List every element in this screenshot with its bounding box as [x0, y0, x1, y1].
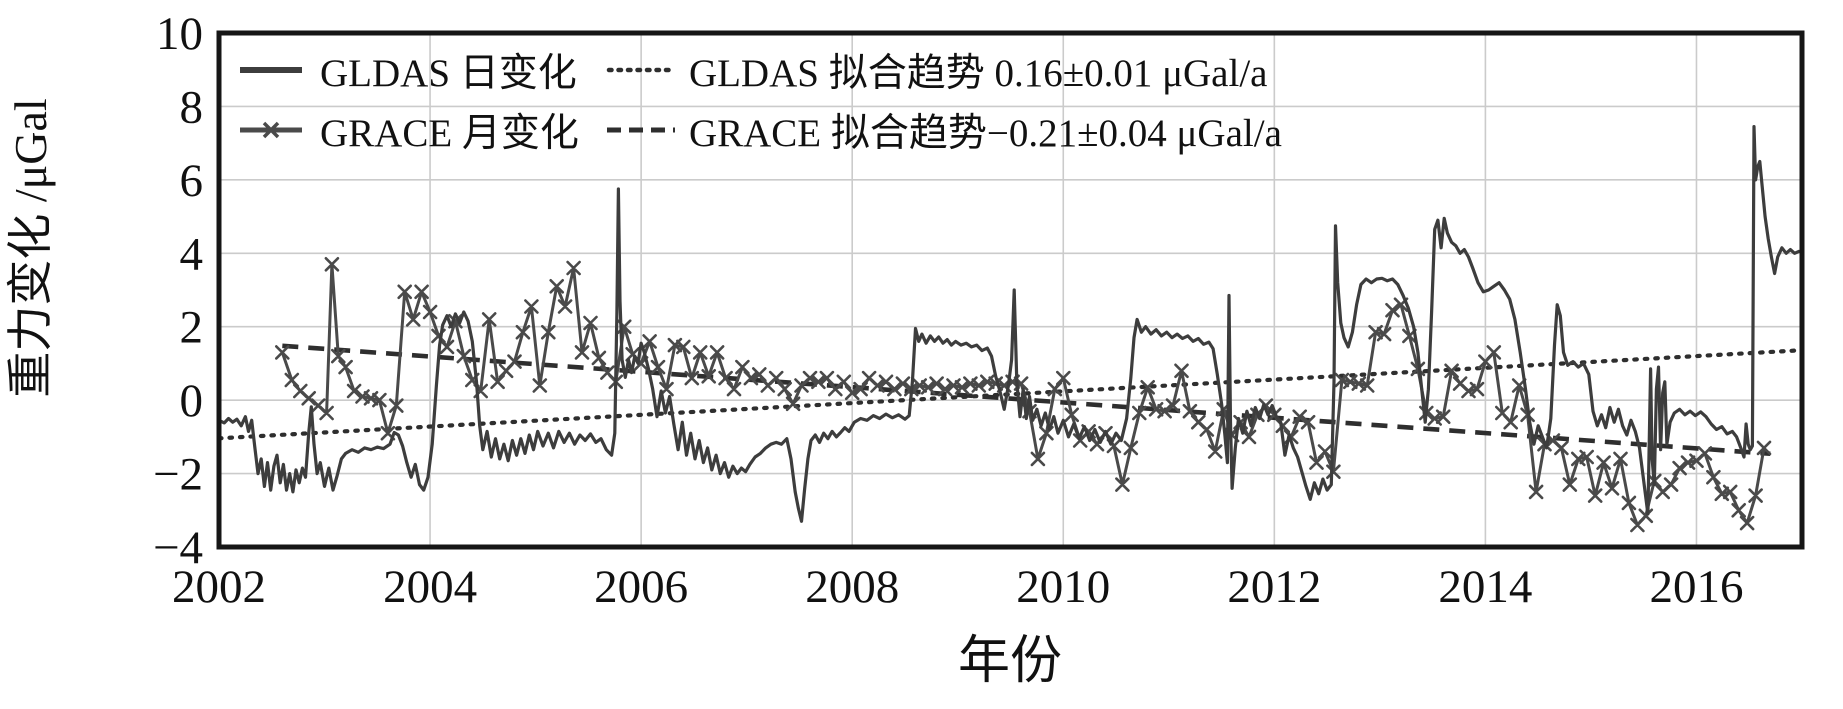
y-tick-label: 8 [180, 81, 204, 133]
y-tick-label: −4 [153, 522, 203, 574]
chart-legend: GLDAS 日变化 GLDAS 拟合趋势 0.16±0.01 μGal/a GR… [236, 42, 1282, 158]
dotted-line-icon [606, 67, 676, 73]
x-tick-label: 2014 [1438, 561, 1532, 613]
legend-item-grace-monthly: GRACE 月变化 [236, 102, 579, 158]
solid-line-icon [240, 67, 302, 73]
legend-label-grace-monthly: GRACE 月变化 [320, 112, 579, 155]
x-tick-label: 2008 [805, 561, 899, 613]
y-axis-title: 重力变化 /μGal [5, 98, 56, 397]
x-tick-label: 2006 [594, 561, 688, 613]
axis-tick-labels-layer: 2002 2004 2006 2008 2010 2012 2014 2016 −4 −2 0 2 4 6… [153, 8, 1743, 613]
grace_trend-line [282, 343, 1771, 457]
legend-item-grace-trend: GRACE 拟合趋势−0.21±0.04 μGal/a [605, 102, 1282, 158]
plot-layer [216, 33, 1805, 547]
dashed-line-icon [606, 127, 675, 133]
y-tick-label: 4 [180, 228, 204, 280]
x-tick-label: 2016 [1649, 561, 1743, 613]
line-with-x-marker-icon [240, 121, 302, 139]
legend-label-gldas-trend: GLDAS 拟合趋势 0.16±0.01 μGal/a [688, 52, 1268, 95]
y-tick-label: 2 [180, 302, 204, 354]
y-tick-label: 0 [180, 375, 204, 427]
y-tick-label: 6 [180, 155, 204, 207]
x-tick-label: 2004 [383, 561, 477, 613]
gldas_trend-line [216, 348, 1805, 441]
plot-border [216, 30, 1805, 550]
y-tick-label: −2 [153, 449, 203, 501]
x-tick-label: 2010 [1016, 561, 1110, 613]
gldas-daily-line [217, 125, 1801, 523]
y-tick-label: 10 [156, 8, 203, 60]
legend-label-gldas-daily: GLDAS 日变化 [320, 52, 577, 95]
x-axis-title: 年份 [958, 633, 1062, 690]
x-tick-label: 2002 [172, 561, 266, 613]
legend-item-gldas-daily: GLDAS 日变化 [236, 42, 579, 98]
x-tick-label: 2012 [1227, 561, 1321, 613]
legend-item-gldas-trend: GLDAS 拟合趋势 0.16±0.01 μGal/a [605, 42, 1282, 98]
legend-label-grace-trend: GRACE 拟合趋势−0.21±0.04 μGal/a [688, 112, 1282, 155]
